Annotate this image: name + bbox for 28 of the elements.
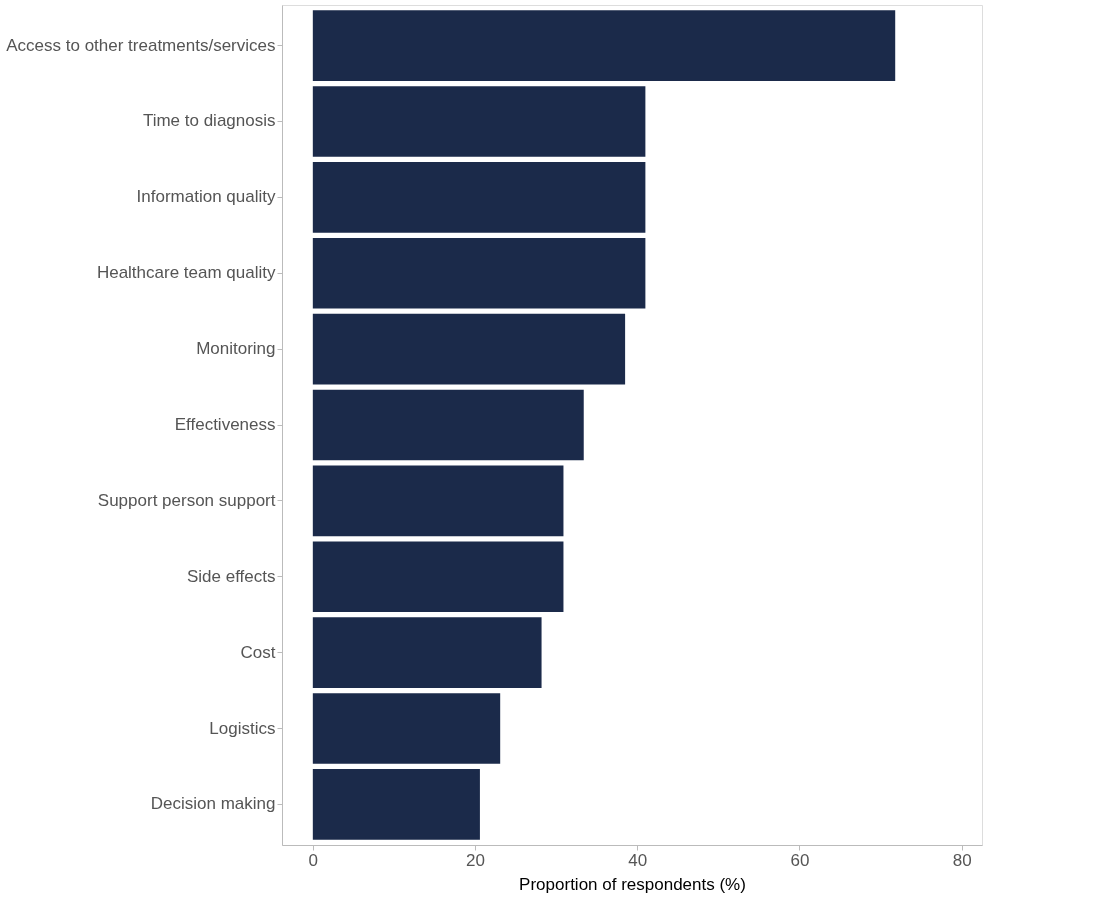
x-axis-title: Proportion of respondents (%) bbox=[519, 874, 746, 894]
y-tick-label: Cost bbox=[240, 642, 276, 662]
y-tick-label: Logistics bbox=[209, 718, 276, 738]
bar bbox=[312, 617, 542, 688]
bar bbox=[312, 541, 564, 613]
y-tick-label: Access to other treatments/services bbox=[6, 35, 276, 55]
x-tick-label: 80 bbox=[952, 850, 972, 870]
x-tick-label: 40 bbox=[628, 850, 648, 870]
y-tick-label: Monitoring bbox=[196, 339, 276, 359]
bar bbox=[312, 237, 646, 309]
y-tick-label: Side effects bbox=[186, 566, 276, 586]
bar bbox=[312, 162, 646, 233]
x-tick-label: 0 bbox=[308, 850, 319, 870]
bar bbox=[312, 389, 584, 461]
bar bbox=[312, 86, 646, 157]
bar bbox=[312, 313, 626, 385]
y-tick-label: Decision making bbox=[150, 794, 276, 814]
y-tick-label: Support person support bbox=[97, 490, 276, 510]
x-tick-label: 60 bbox=[790, 850, 810, 870]
bar bbox=[312, 769, 480, 840]
y-tick-label: Time to diagnosis bbox=[142, 111, 276, 131]
bar bbox=[312, 693, 501, 764]
y-tick-label: Effectiveness bbox=[174, 415, 276, 434]
bar bbox=[312, 465, 564, 537]
x-tick-label: 20 bbox=[466, 850, 486, 870]
y-tick-label: Information quality bbox=[136, 187, 276, 207]
bar bbox=[312, 10, 896, 81]
y-tick-label: Healthcare team quality bbox=[96, 263, 276, 283]
